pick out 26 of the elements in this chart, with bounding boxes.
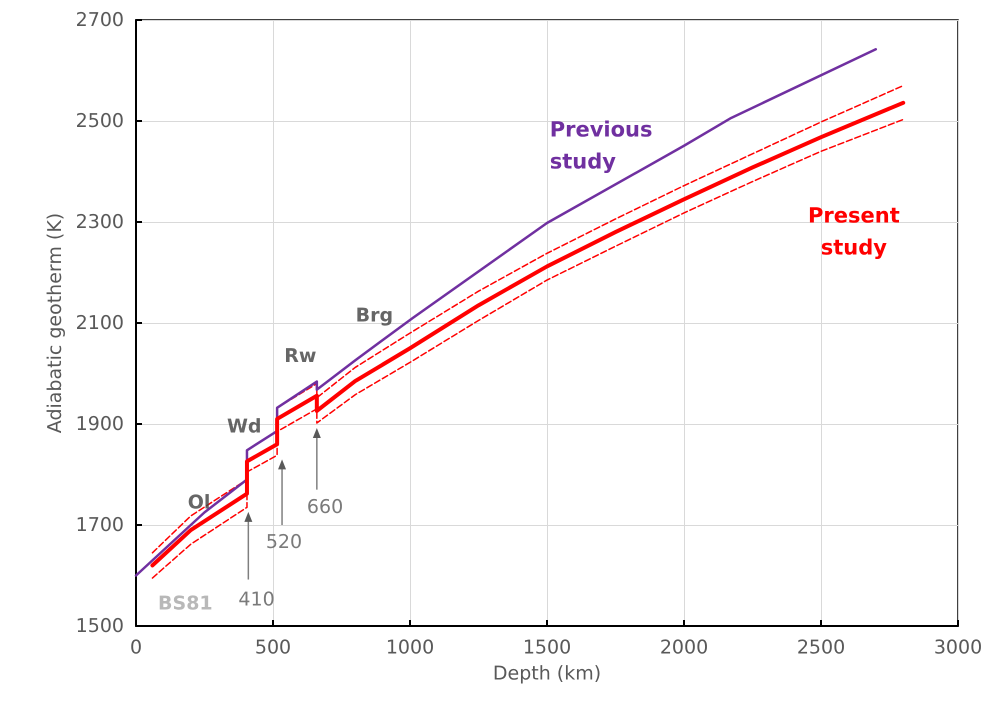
x-tick-label: 2000: [660, 636, 708, 658]
x-tick-label: 3000: [934, 636, 982, 658]
y-tick-label: 2100: [76, 312, 124, 334]
annotation: Ol: [188, 491, 210, 514]
x-tick-label: 2500: [796, 636, 846, 658]
x-tick-label: 1500: [522, 636, 572, 658]
x-tick-label: 1000: [386, 636, 434, 658]
y-axis-title: Adiabatic geotherm (K): [44, 212, 66, 434]
y-tick-label: 2700: [76, 9, 124, 31]
annotation: Brg: [356, 304, 394, 326]
text: Present study: [808, 203, 900, 260]
y-tick-label: 2300: [76, 211, 124, 233]
x-tick-label: 0: [130, 636, 142, 658]
y-tick-label: 1900: [76, 413, 124, 435]
annotation: 410: [238, 588, 275, 611]
x-tick-label: 500: [254, 636, 292, 658]
x-axis-title: Depth (km): [492, 662, 602, 684]
annotation: Wd: [226, 416, 262, 438]
annotation: Rw: [284, 344, 316, 367]
annotation: BS81: [158, 592, 213, 614]
y-tick-label: 1500: [76, 615, 124, 637]
series-label: Previous study: [550, 117, 653, 174]
annotation: 660: [306, 496, 344, 518]
y-tick-label: 2500: [76, 110, 124, 132]
y-tick-label: 1700: [76, 514, 124, 536]
annotation: 520: [266, 531, 302, 554]
